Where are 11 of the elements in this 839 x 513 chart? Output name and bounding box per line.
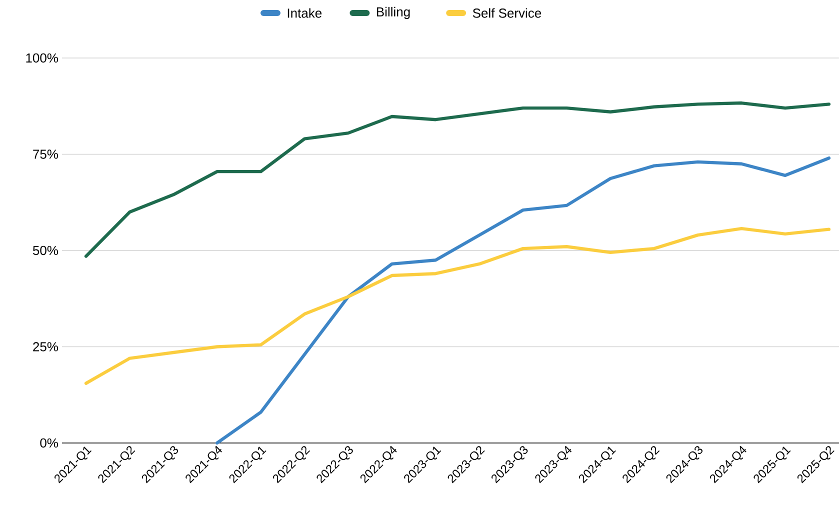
line-series: [84, 226, 831, 385]
legend-label: Billing: [376, 6, 410, 20]
y-tick-label: 50%: [32, 246, 58, 256]
line-series: [216, 156, 831, 445]
y-tick-label: 100%: [26, 53, 58, 63]
legend-label: Self Service: [472, 8, 542, 18]
legend-label: Intake: [288, 8, 322, 18]
y-tick-label: 25%: [33, 342, 58, 352]
y-tick-label: 0%: [40, 438, 58, 448]
line-series: [84, 101, 831, 258]
y-tick-label: 75%: [33, 150, 58, 159]
